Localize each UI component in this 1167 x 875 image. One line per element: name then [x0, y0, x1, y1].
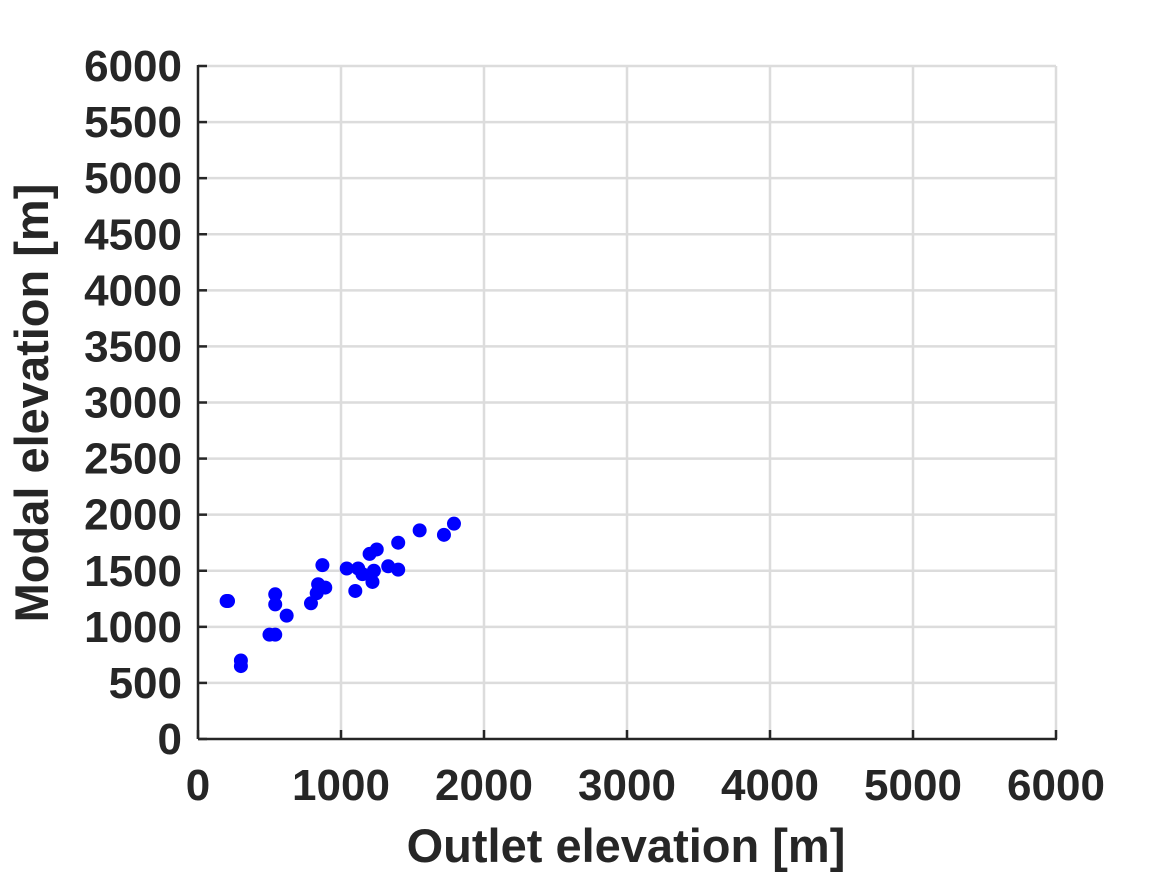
x-tick-label: 6000 [1007, 761, 1105, 810]
x-tick-label: 0 [186, 761, 210, 810]
y-tick-label: 4500 [84, 210, 182, 259]
y-tick-label: 2500 [84, 435, 182, 484]
data-point [221, 594, 236, 609]
data-point [365, 574, 380, 589]
data-point [348, 583, 363, 598]
y-tick-label: 0 [158, 715, 182, 764]
data-point [315, 558, 330, 573]
data-point [355, 567, 370, 582]
x-tick-label: 1000 [292, 761, 390, 810]
data-point [369, 542, 384, 557]
data-point [366, 563, 381, 578]
data-point [233, 653, 248, 668]
axes [196, 64, 1058, 741]
data-point [436, 527, 451, 542]
data-point [279, 608, 294, 623]
y-tick-label: 3000 [84, 379, 182, 428]
x-axis-label: Outlet elevation [m] [407, 819, 846, 872]
tick-labels: 0 1000 2000 3000 4000 5000 6000 0 500 1000 1500 200… [84, 42, 1105, 810]
data-point [318, 580, 333, 595]
y-tick-label: 4000 [84, 266, 182, 315]
data-point [268, 587, 283, 602]
y-tick-label: 3500 [84, 322, 182, 371]
data-point [446, 516, 461, 531]
y-tick-label: 6000 [84, 42, 182, 91]
y-tick-label: 2000 [84, 491, 182, 540]
data-point [339, 561, 354, 576]
x-tick-label: 2000 [435, 761, 533, 810]
y-tick-label: 500 [109, 659, 182, 708]
data-point [268, 597, 283, 612]
data-point [391, 562, 406, 577]
y-axis-label: Modal elevation [m] [5, 184, 58, 623]
data-points [219, 516, 461, 674]
x-tick-label: 3000 [578, 761, 676, 810]
x-tick-label: 4000 [721, 761, 819, 810]
y-tick-label: 1000 [84, 603, 182, 652]
data-point [412, 523, 427, 538]
y-tick-label: 1500 [84, 547, 182, 596]
y-tick-label: 5000 [84, 154, 182, 203]
data-point [391, 535, 406, 550]
data-point [268, 627, 283, 642]
x-tick-label: 5000 [864, 761, 962, 810]
y-tick-label: 5500 [84, 98, 182, 147]
